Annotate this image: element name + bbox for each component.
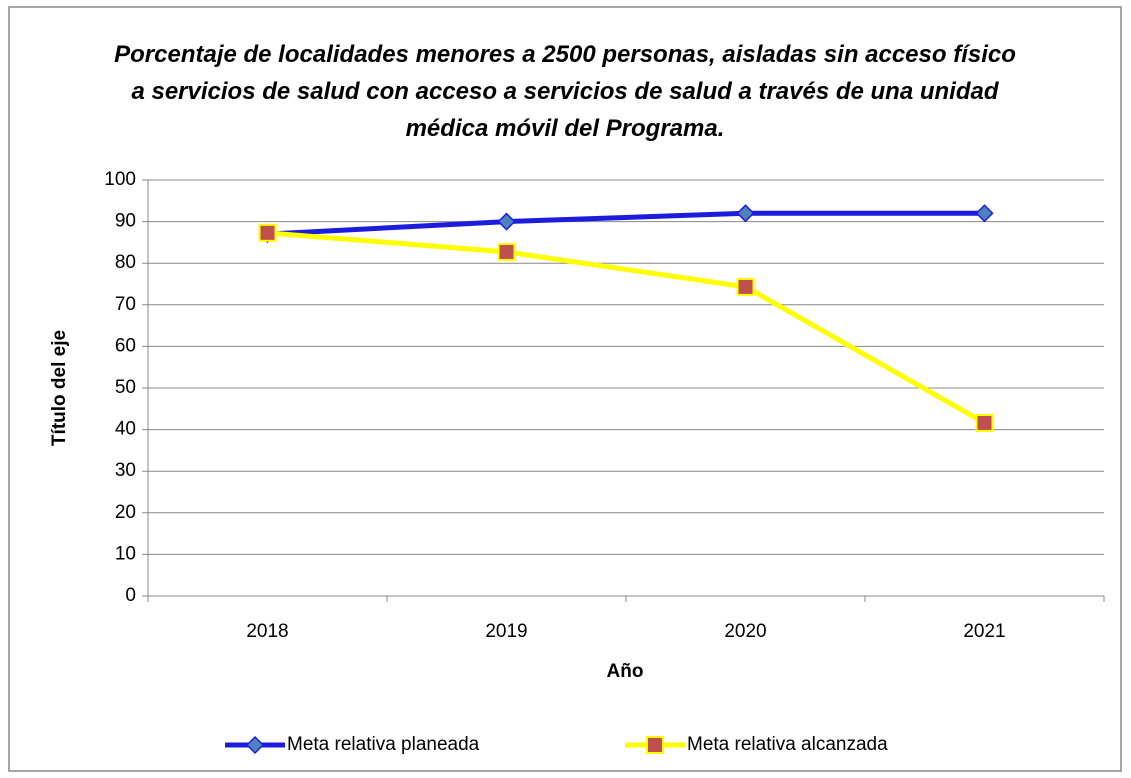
y-tick-label: 0 bbox=[125, 585, 136, 606]
marker bbox=[975, 204, 994, 223]
y-tick-label: 80 bbox=[115, 252, 136, 273]
marker bbox=[258, 223, 277, 242]
marker bbox=[736, 277, 755, 296]
y-tick-label: 40 bbox=[115, 419, 136, 440]
y-tick-label: 30 bbox=[115, 460, 136, 481]
marker bbox=[736, 204, 755, 223]
marker bbox=[245, 735, 265, 755]
chart-title: Porcentaje de localidades menores a 2500… bbox=[114, 41, 1016, 142]
marker bbox=[497, 242, 516, 261]
series-line bbox=[267, 230, 986, 426]
y-tick-label: 60 bbox=[115, 335, 136, 356]
x-tick-label: 2020 bbox=[724, 621, 766, 642]
y-tick-label: 10 bbox=[115, 543, 136, 564]
marker bbox=[975, 413, 994, 432]
y-tick-label: 100 bbox=[104, 169, 136, 190]
x-tick-label: 2018 bbox=[246, 621, 288, 642]
y-tick-label: 90 bbox=[115, 211, 136, 232]
marker bbox=[646, 736, 664, 754]
series-line bbox=[267, 210, 985, 237]
y-tick-label: 20 bbox=[115, 502, 136, 523]
legend-label: Meta relativa planeada bbox=[287, 734, 480, 755]
y-tick-label: 70 bbox=[115, 294, 136, 315]
x-axis-label: Año bbox=[607, 661, 644, 682]
chart-border bbox=[8, 6, 1122, 772]
y-tick-label: 50 bbox=[115, 377, 136, 398]
x-tick-label: 2019 bbox=[485, 621, 527, 642]
legend-label: Meta relativa alcanzada bbox=[687, 734, 888, 755]
x-tick-label: 2021 bbox=[963, 621, 1005, 642]
marker bbox=[497, 212, 516, 231]
y-axis-label: Título del eje bbox=[49, 330, 70, 446]
